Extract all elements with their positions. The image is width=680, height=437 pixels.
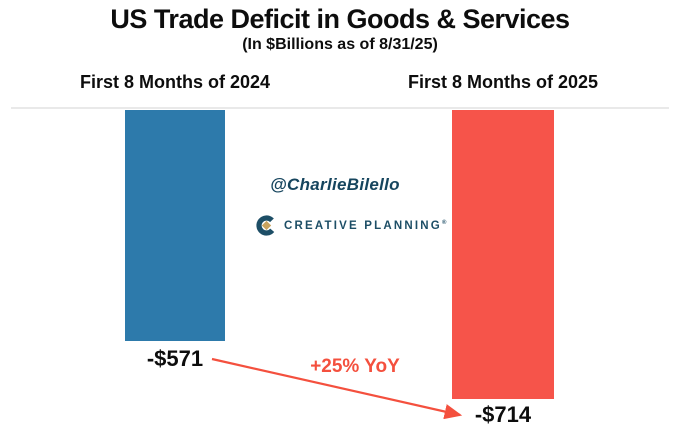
zero-axis-line [11,107,669,109]
creative-planning-logo: CREATIVE PLANNING® [256,215,446,236]
author-handle: @CharlieBilello [270,175,400,194]
category-label-2025: First 8 Months of 2025 [407,72,599,92]
chart-subtitle: (In $Billions as of 8/31/25) [242,36,438,53]
category-label-2024: First 8 Months of 2024 [79,72,271,92]
yoy-annotation: +25% YoY [310,356,400,377]
creative-planning-c-icon [256,215,277,236]
bar-2024 [125,110,225,341]
registered-mark: ® [441,219,447,226]
value-label-2024: -$571 [146,346,204,371]
value-label-2025: -$714 [474,402,532,427]
chart-title: US Trade Deficit in Goods & Services [110,4,570,34]
creative-planning-wordmark: CREATIVE PLANNING® [284,219,447,232]
bar-2025 [452,110,554,399]
